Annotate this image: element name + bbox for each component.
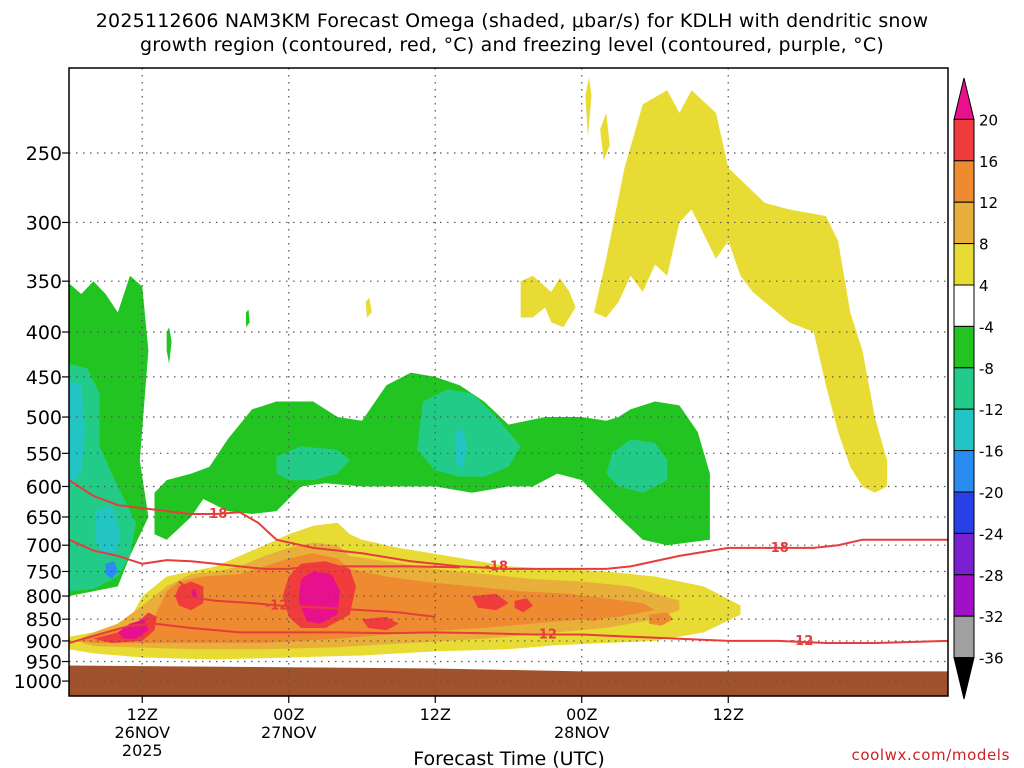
y-tick-label: 750 — [26, 561, 62, 583]
x-tick-label: 27NOV — [261, 723, 317, 742]
colorbar-band — [953, 367, 975, 410]
dgz-contour-label: -12 — [265, 598, 289, 613]
colorbar-band — [953, 160, 975, 203]
omega-region-orange-e1 — [581, 605, 613, 622]
y-tick-label: 250 — [26, 143, 62, 165]
colorbar-band — [953, 532, 975, 576]
y-tick-label: 800 — [26, 586, 62, 608]
y-tick-label: 350 — [26, 271, 62, 293]
x-tick-label: 28NOV — [554, 723, 610, 742]
colorbar-band — [953, 243, 975, 286]
x-tick-label: 12Z — [127, 705, 158, 724]
colorbar-top-arrow — [953, 77, 975, 120]
y-axis: 2503003504004505005506006507007508008509… — [14, 143, 69, 693]
dgz-contour-line — [69, 622, 948, 644]
colorbar-band — [953, 491, 975, 534]
colorbar-band — [953, 284, 975, 327]
credit-text: coolwx.com/models — [851, 746, 1010, 764]
colorbar-band — [953, 408, 975, 452]
colorbar-label: -36 — [979, 650, 1004, 668]
y-tick-label: 900 — [26, 631, 62, 653]
terrain-layer — [69, 665, 948, 696]
colorbar-band — [953, 574, 975, 617]
y-tick-label: 500 — [26, 407, 62, 429]
x-tick-label: 12Z — [420, 705, 451, 724]
colorbar-band — [953, 201, 975, 245]
omega-region-yellow-upper-d — [520, 275, 576, 328]
colorbar: 20 16 12 8 4 -4 -8 -12 -16 -20 -24 -28 -32 -36 — [953, 77, 1004, 700]
colorbar-label: -16 — [979, 443, 1004, 461]
colorbar-label: -8 — [979, 360, 994, 378]
dgz-contour-label: -18 — [765, 541, 789, 556]
colorbar-label: -12 — [979, 401, 1004, 419]
colorbar-label: -4 — [979, 318, 994, 336]
dgz-contour-label: -18 — [204, 507, 228, 522]
dgz-contours: -18 -18 -18 -12 -12 -12 — [69, 479, 948, 649]
colorbar-band — [953, 118, 975, 162]
y-tick-label: 700 — [26, 535, 62, 557]
colorbar-label: 4 — [979, 277, 989, 295]
colorbar-label: -32 — [979, 608, 1004, 626]
y-tick-label: 950 — [26, 652, 62, 674]
y-tick-label: 400 — [26, 322, 62, 344]
x-tick-label: 2025 — [122, 741, 163, 760]
y-tick-label: 300 — [26, 212, 62, 234]
dgz-contour-label: -12 — [790, 634, 814, 649]
omega-region-green-west-blob1 — [166, 327, 172, 364]
colorbar-label: 12 — [979, 194, 998, 212]
terrain-surface — [69, 665, 948, 696]
dgz-contour-line — [69, 479, 948, 570]
y-tick-label: 650 — [26, 507, 62, 529]
plot-frame — [68, 67, 949, 697]
omega-region-teal-mid-a — [276, 446, 350, 481]
dgz-contour-line — [69, 538, 460, 570]
colorbar-band — [953, 450, 975, 493]
x-axis-label: Forecast Time (UTC) — [413, 748, 604, 768]
dgz-contour-label: -18 — [485, 559, 509, 574]
omega-region-orange-e2 — [648, 612, 674, 626]
omega-shading — [69, 77, 887, 660]
colorbar-label: -20 — [979, 484, 1004, 502]
omega-region-green-west-blob2 — [246, 309, 250, 328]
omega-region-yellow-upper-e — [365, 297, 372, 318]
y-tick-label: 450 — [26, 367, 62, 389]
chart-title-line-1: 2025112606 NAM3KM Forecast Omega (shaded… — [95, 10, 929, 32]
omega-region-red-e — [514, 598, 533, 613]
omega-region-teal-east — [606, 439, 668, 493]
colorbar-label: -24 — [979, 525, 1004, 543]
omega-region-blue-west — [105, 561, 118, 579]
omega-region-yellow-upper-b — [585, 77, 592, 138]
colorbar-label: 16 — [979, 153, 998, 171]
x-tick-label: 00Z — [273, 705, 304, 724]
omega-region-cyan-mid — [454, 428, 467, 471]
dgz-contour-label: -12 — [533, 628, 557, 643]
omega-region-orange-low — [81, 553, 655, 643]
y-tick-label: 1000 — [14, 671, 62, 693]
chart-title-line-2: growth region (contoured, red, °C) and f… — [140, 34, 884, 56]
colorbar-band — [953, 615, 975, 659]
dgz-contour-line — [177, 580, 436, 618]
omega-region-red-d — [362, 616, 399, 631]
colorbar-bottom-arrow — [953, 657, 975, 700]
omega-region-teal-mid-b — [416, 389, 521, 477]
omega-region-red-f — [471, 593, 509, 611]
x-tick-label: 00Z — [566, 705, 597, 724]
y-tick-label: 850 — [26, 609, 62, 631]
y-tick-label: 550 — [26, 443, 62, 465]
colorbar-label: -28 — [979, 567, 1004, 585]
colorbar-band — [953, 325, 975, 369]
omega-region-cyan-west2 — [95, 505, 121, 556]
omega-region-yellow-upper-c — [600, 112, 610, 161]
omega-region-cyan-west — [69, 381, 85, 487]
colorbar-label: 20 — [979, 111, 998, 129]
colorbar-label: 8 — [979, 236, 989, 254]
omega-region-yellow-upper-a — [594, 90, 887, 493]
x-tick-label: 26NOV — [114, 723, 170, 742]
x-tick-label: 12Z — [713, 705, 744, 724]
y-tick-label: 600 — [26, 476, 62, 498]
omega-region-magenta-b — [298, 571, 340, 624]
